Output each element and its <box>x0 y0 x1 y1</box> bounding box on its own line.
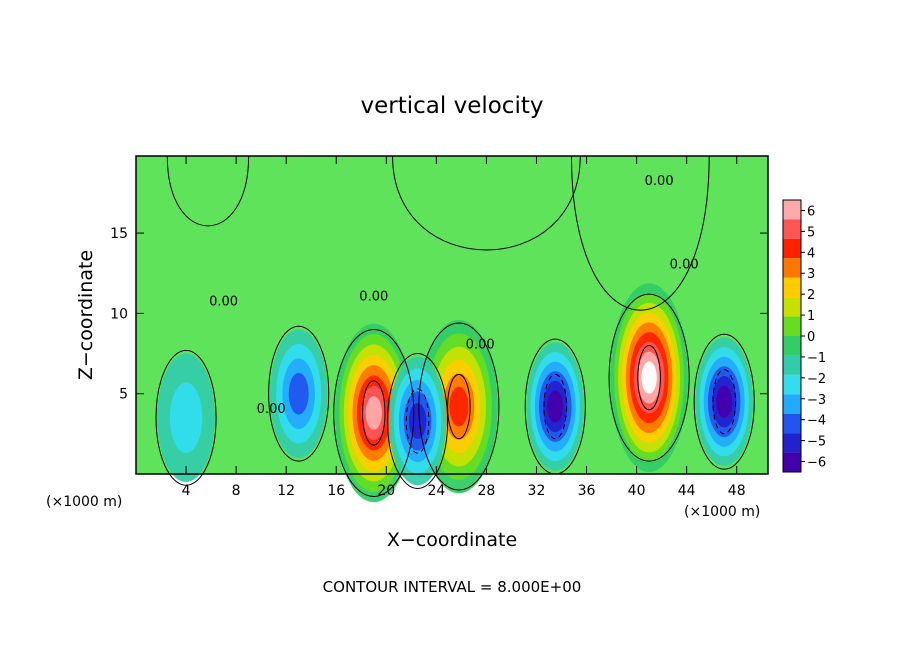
colorbar-tick-label: −2 <box>807 372 826 387</box>
colorbar-tick-label: 4 <box>807 246 815 261</box>
x-tick-label: 20 <box>377 483 395 499</box>
inner-contour <box>712 369 736 435</box>
zero-contour <box>571 155 710 311</box>
colorbar-tick-label: 0 <box>807 330 815 345</box>
colorbar-swatch <box>783 219 801 239</box>
velocity-field <box>157 283 753 503</box>
x-tick-label: 44 <box>678 483 696 499</box>
contour-label: 0.00 <box>466 338 495 353</box>
colorbar-swatch <box>783 316 801 336</box>
chart-title: vertical velocity <box>361 93 544 119</box>
colorbar-swatch <box>783 433 801 453</box>
y-tick-label: 5 <box>119 387 128 403</box>
y-axis: 5 10 15 <box>110 226 768 403</box>
colorbar-swatch <box>783 355 801 375</box>
zero-contour <box>608 293 690 462</box>
inner-contour <box>405 388 430 454</box>
contour-lines <box>155 155 755 497</box>
inner-contour <box>637 345 661 411</box>
x-tick-label: 36 <box>578 483 596 499</box>
colorbar-swatch <box>783 200 801 220</box>
colorbar-swatch <box>783 374 801 395</box>
contour-labels: 0.00 0.00 0.00 0.00 0.00 0.00 <box>209 174 698 417</box>
zero-contour <box>392 155 581 251</box>
x-tick-label: 48 <box>728 483 746 499</box>
field-level <box>547 390 564 423</box>
field-level <box>288 372 309 415</box>
x-axis: 4 8 12 16 20 24 28 32 36 40 44 48 <box>182 156 746 499</box>
x-tick-label: 8 <box>232 483 241 499</box>
colorbar-swatch <box>783 238 801 259</box>
colorbar: 6 5 4 3 2 1 0 −1 −2 −3 −4 −5 −6 <box>782 199 826 473</box>
plot-frame <box>135 155 769 475</box>
zero-contour <box>155 349 217 486</box>
colorbar-tick-label: −4 <box>807 414 826 429</box>
colorbar-tick-label: −5 <box>807 435 826 450</box>
y-tick-label: 10 <box>110 306 128 322</box>
colorbar-swatch <box>783 452 801 472</box>
contour-label: 0.00 <box>670 257 699 272</box>
contour-label: 0.00 <box>209 294 238 309</box>
x-tick-label: 4 <box>182 483 191 499</box>
colorbar-tick-label: −6 <box>807 456 826 471</box>
colorbar-swatch <box>783 258 801 278</box>
x-tick-label: 24 <box>427 483 445 499</box>
contour-label: 0.00 <box>645 174 674 189</box>
colorbar-tick-label: −1 <box>807 351 826 366</box>
plot-area: 0.00 0.00 0.00 0.00 0.00 0.00 <box>135 155 769 503</box>
zero-contour <box>693 333 755 470</box>
colorbar-tick-label: 2 <box>807 288 815 303</box>
x-tick-label: 12 <box>277 483 295 499</box>
contour-label: 0.00 <box>257 402 286 417</box>
field-level <box>641 361 657 394</box>
colorbar-swatch <box>783 297 801 317</box>
x-axis-label: X−coordinate <box>387 529 517 551</box>
colorbar-swatch <box>783 413 801 434</box>
colorbar-swatch <box>783 394 801 414</box>
colorbar-tick-label: 5 <box>807 225 815 240</box>
field-level <box>169 382 203 454</box>
zero-contour <box>418 322 500 491</box>
zero-contour <box>166 155 250 227</box>
x-tick-label: 32 <box>528 483 546 499</box>
field-level <box>716 385 733 418</box>
x-tick-label: 28 <box>478 483 496 499</box>
field-level <box>449 386 469 427</box>
x-tick-label: 40 <box>628 483 646 499</box>
inner-contour <box>362 380 386 446</box>
colorbar-tick-label: 6 <box>807 204 815 219</box>
contour-interval-note: CONTOUR INTERVAL = 8.000E+00 <box>323 578 582 596</box>
colorbar-tick-label: −3 <box>807 393 826 408</box>
colorbar-tick-label: 3 <box>807 267 815 282</box>
y-axis-label: Z−coordinate <box>75 250 97 380</box>
colorbar-swatch <box>783 277 801 298</box>
x-unit-right: (×1000 m) <box>684 504 760 520</box>
zero-contour <box>268 325 330 462</box>
field-level <box>365 396 382 430</box>
x-unit-left: (×1000 m) <box>46 494 122 510</box>
colorbar-tick-label: 1 <box>807 309 815 324</box>
y-tick-label: 15 <box>110 226 128 242</box>
contour-label: 0.00 <box>359 290 388 305</box>
colorbar-swatch <box>783 336 801 356</box>
inner-contour <box>543 373 568 440</box>
zero-contour <box>333 328 415 497</box>
inner-contour <box>447 373 471 440</box>
zero-contour <box>387 353 449 489</box>
field-level <box>408 403 427 439</box>
x-tick-label: 16 <box>327 483 345 499</box>
